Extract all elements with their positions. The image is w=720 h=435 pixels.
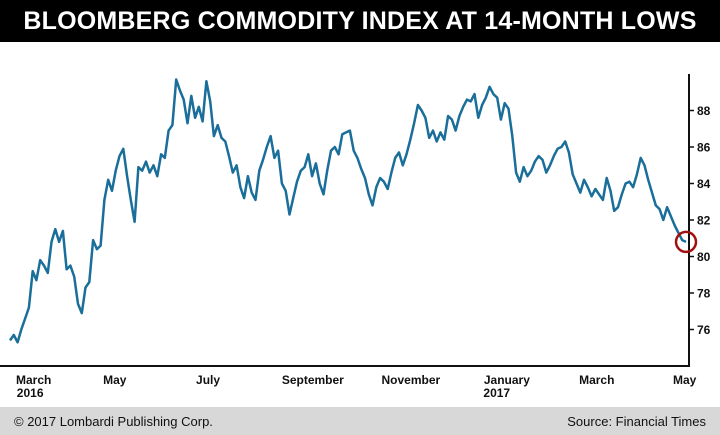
x-tick-label: January (484, 373, 530, 387)
y-tick-label: 76 (697, 323, 711, 337)
x-tick-label: March (16, 373, 51, 387)
x-tick-sublabel: 2016 (17, 386, 44, 400)
y-tick-label: 82 (697, 214, 711, 228)
y-tick-label: 84 (697, 177, 711, 191)
y-tick-label: 86 (697, 141, 711, 155)
chart-title: BLOOMBERG COMMODITY INDEX AT 14-MONTH LO… (23, 6, 697, 35)
y-tick-label: 88 (697, 104, 711, 118)
annotation-layer (674, 230, 698, 254)
x-tick-label: November (382, 373, 441, 387)
title-divider (0, 42, 720, 44)
y-tick-label: 80 (697, 250, 711, 264)
y-tick-label: 78 (697, 287, 711, 301)
title-bar: BLOOMBERG COMMODITY INDEX AT 14-MONTH LO… (0, 0, 720, 42)
low-point-highlight-circle (674, 230, 698, 254)
y-tick-labels: 76 78 80 82 84 86 88 (697, 104, 711, 337)
plot-area: 76 78 80 82 84 86 88 March 2016 May July September… (0, 44, 720, 407)
x-tick-label: July (196, 373, 220, 387)
source-text: Source: Financial Times (567, 413, 706, 429)
x-tick-label: May (103, 373, 127, 387)
x-tick-label: May (673, 373, 697, 387)
series-layer (8, 78, 687, 344)
x-tick-sublabel: 2017 (483, 386, 510, 400)
index-series-line (8, 78, 687, 344)
x-tick-label: March (579, 373, 614, 387)
footer-bar: © 2017 Lombardi Publishing Corp. Source:… (0, 407, 720, 435)
x-tick-label: September (282, 373, 344, 387)
axes (0, 74, 694, 367)
copyright-text: © 2017 Lombardi Publishing Corp. (14, 413, 213, 429)
